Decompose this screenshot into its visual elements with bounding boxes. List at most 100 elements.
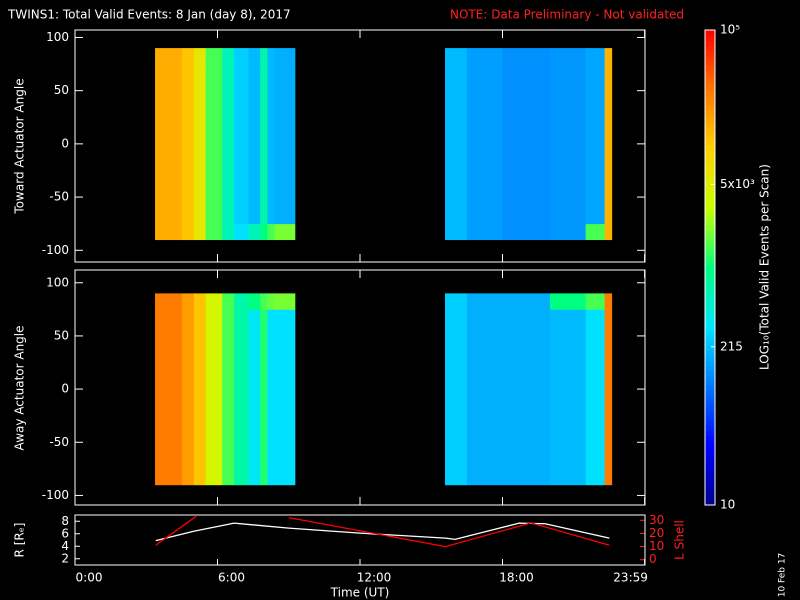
colorbar-segment xyxy=(705,225,715,231)
heatmap-cell xyxy=(604,468,613,486)
heatmap-cell xyxy=(274,309,296,470)
colorbar-segment xyxy=(705,360,715,366)
colorbar-tick-label: 5x10³ xyxy=(720,177,755,191)
colorbar-segment xyxy=(705,220,715,226)
colorbar-segment xyxy=(705,375,715,381)
heatmap-cell xyxy=(181,293,195,310)
heatmap-cell xyxy=(193,223,207,241)
heatmap-cell xyxy=(193,293,207,310)
heatmap-cell xyxy=(260,293,268,310)
heatmap-cell xyxy=(550,293,587,310)
heatmap-cell xyxy=(466,48,503,65)
heatmap-cell xyxy=(604,48,613,65)
panel-frame xyxy=(74,514,646,566)
heatmap-cell xyxy=(585,468,606,486)
colorbar-segment xyxy=(705,170,715,176)
colorbar-tick-label: 10 xyxy=(720,498,735,512)
colorbar-segment xyxy=(705,370,715,376)
heatmap-cell xyxy=(466,64,503,225)
colorbar-segment xyxy=(705,40,715,46)
colorbar-segment xyxy=(705,275,715,281)
heatmap-cell xyxy=(234,48,249,65)
y-tick-label: 0 xyxy=(61,382,69,396)
colorbar-segment xyxy=(705,325,715,331)
x-tick-label: 23:59 xyxy=(613,571,648,585)
colorbar-segment xyxy=(705,110,715,116)
heatmap-cell xyxy=(445,293,468,310)
colorbar-segment xyxy=(705,480,715,486)
y2-tick-label: 0 xyxy=(649,552,657,566)
y2-tick-label: 30 xyxy=(649,513,664,527)
x-tick-label: 6:00 xyxy=(218,571,245,585)
colorbar-segment xyxy=(705,255,715,261)
heatmap-cell xyxy=(585,223,606,241)
colorbar-segment xyxy=(705,200,715,206)
colorbar-segment xyxy=(705,395,715,401)
colorbar-segment xyxy=(705,60,715,66)
colorbar-segment xyxy=(705,125,715,131)
colorbar-segment xyxy=(705,365,715,371)
heatmap-cell xyxy=(267,223,275,241)
series-line xyxy=(155,515,197,546)
colorbar-segment xyxy=(705,295,715,301)
y-tick-label: 50 xyxy=(54,328,69,342)
heatmap-cell xyxy=(222,468,235,486)
heatmap-cell xyxy=(267,468,275,486)
y-tick-label: -50 xyxy=(49,435,69,449)
colorbar-segment xyxy=(705,260,715,266)
series-line xyxy=(288,516,610,548)
panel-frame xyxy=(74,29,646,263)
heatmap-cell xyxy=(466,223,503,241)
heatmap-cell xyxy=(550,64,587,225)
colorbar-segment xyxy=(705,245,715,251)
y-tick-label: 100 xyxy=(46,30,69,44)
heatmap-cell xyxy=(604,309,613,470)
heatmap-cell xyxy=(205,309,223,470)
y-axis-label: R [Rₑ] xyxy=(13,523,27,558)
y-axis-label: Away Actuator Angle xyxy=(13,325,27,450)
colorbar-segment xyxy=(705,340,715,346)
heatmap-cell xyxy=(502,48,551,65)
heatmap-cell xyxy=(155,309,183,470)
colorbar-segment xyxy=(705,470,715,476)
heatmap-cell xyxy=(585,64,606,225)
heatmap-cell xyxy=(155,293,183,310)
y-tick-label: 4 xyxy=(61,539,69,553)
colorbar-segment xyxy=(705,65,715,71)
heatmap-cell xyxy=(585,293,606,310)
colorbar-segment xyxy=(705,485,715,491)
heatmap-cell xyxy=(181,223,195,241)
colorbar-segment xyxy=(705,345,715,351)
heatmap-cell xyxy=(205,48,223,65)
y2-tick-label: 10 xyxy=(649,539,664,553)
heatmap-cell xyxy=(248,309,261,470)
colorbar-segment xyxy=(705,265,715,271)
heatmap-cell xyxy=(222,64,235,225)
colorbar-segment xyxy=(705,195,715,201)
colorbar-segment xyxy=(705,490,715,496)
heatmap-cell xyxy=(234,223,249,241)
colorbar-segment xyxy=(705,500,715,506)
heatmap-cell xyxy=(222,223,235,241)
heatmap-cell xyxy=(260,64,268,225)
colorbar-segment xyxy=(705,415,715,421)
colorbar-segment xyxy=(705,190,715,196)
colorbar-segment xyxy=(705,400,715,406)
x-tick-label: 12:00 xyxy=(357,571,392,585)
colorbar-segment xyxy=(705,495,715,501)
colorbar-segment xyxy=(705,185,715,191)
colorbar-segment xyxy=(705,435,715,441)
colorbar-segment xyxy=(705,135,715,141)
colorbar-segment xyxy=(705,280,715,286)
heatmap-cell xyxy=(466,468,503,486)
colorbar-segment xyxy=(705,445,715,451)
y-tick-label: 0 xyxy=(61,136,69,150)
heatmap-cell xyxy=(205,223,223,241)
heatmap-cell xyxy=(205,293,223,310)
colorbar-segment xyxy=(705,270,715,276)
y2-tick-label: 20 xyxy=(649,526,664,540)
heatmap-cell xyxy=(550,309,587,470)
heatmap-cell xyxy=(466,293,503,310)
colorbar-segment xyxy=(705,210,715,216)
